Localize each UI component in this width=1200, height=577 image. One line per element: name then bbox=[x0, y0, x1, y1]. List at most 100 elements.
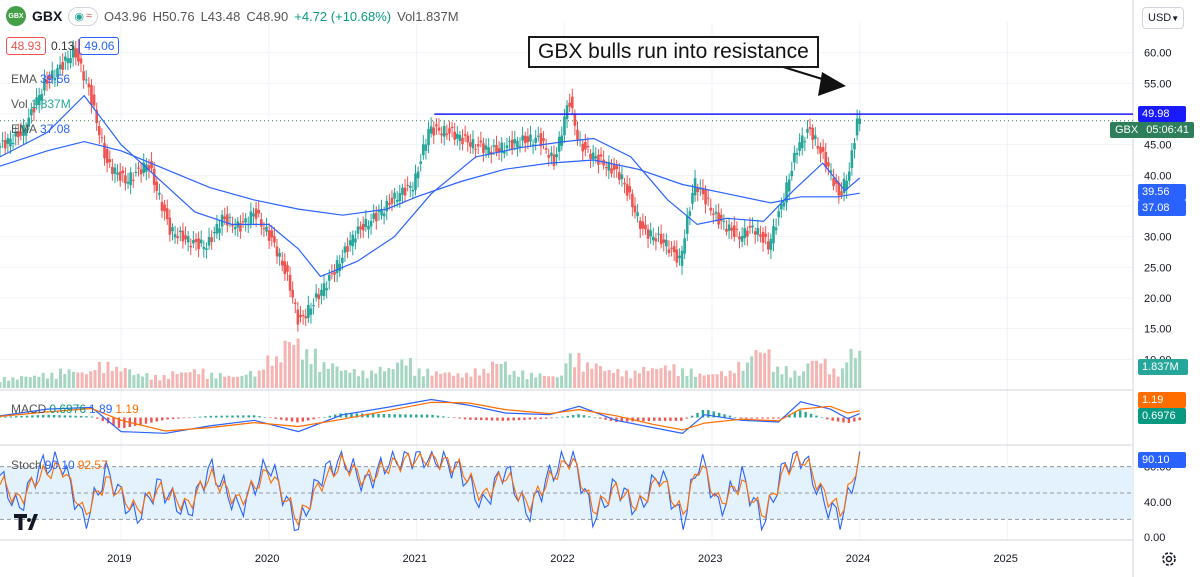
time-tick-label: 2023 bbox=[698, 553, 722, 565]
macd-histogram-bar bbox=[620, 417, 624, 422]
macd-histogram-bar bbox=[193, 417, 196, 418]
volume-bar bbox=[322, 362, 326, 388]
macd-histogram-bar bbox=[561, 416, 564, 418]
macd-histogram-bar bbox=[79, 415, 83, 418]
volume-bar bbox=[689, 368, 693, 388]
candle-body bbox=[798, 142, 801, 151]
candle-body bbox=[623, 182, 626, 185]
candle-body bbox=[314, 293, 318, 298]
candle-body bbox=[16, 131, 20, 138]
candle-body bbox=[257, 209, 261, 214]
stoch-legend[interactable]: Stoch 90.10 92.57 bbox=[8, 458, 108, 472]
candle-body bbox=[560, 135, 564, 146]
countdown-timer: 05:06:41 bbox=[1146, 124, 1190, 136]
candle-body bbox=[30, 109, 33, 116]
candle-body bbox=[725, 228, 728, 232]
candle-body bbox=[244, 218, 247, 223]
volume-bar bbox=[465, 372, 469, 388]
candle-body bbox=[550, 152, 553, 156]
volume-bar bbox=[711, 374, 715, 388]
candle-body bbox=[309, 308, 313, 315]
candle-body bbox=[691, 192, 694, 204]
volume-bar bbox=[413, 375, 417, 388]
candle-body bbox=[108, 159, 112, 163]
candle-body bbox=[202, 246, 206, 250]
candle-body bbox=[665, 239, 668, 247]
volume-bar bbox=[214, 378, 218, 388]
candle-body bbox=[662, 239, 666, 243]
volume-bar bbox=[197, 374, 201, 388]
macd-histogram-bar bbox=[836, 417, 840, 422]
candle-body bbox=[855, 118, 859, 136]
volume-bar bbox=[326, 369, 330, 388]
candle-body bbox=[346, 246, 349, 252]
macd-histogram-bar bbox=[150, 417, 153, 423]
candle-body bbox=[56, 68, 59, 78]
volume-bar bbox=[63, 373, 67, 388]
macd-histogram-bar bbox=[804, 411, 807, 418]
macd-histogram-bar bbox=[350, 413, 353, 418]
candle-body bbox=[518, 145, 522, 147]
symbol-name[interactable]: GBX bbox=[32, 8, 63, 24]
candle-body bbox=[688, 211, 692, 216]
candle-body bbox=[296, 309, 300, 325]
macd-histogram-bar bbox=[420, 414, 423, 418]
candle-body bbox=[322, 283, 326, 296]
macd-signal-line bbox=[0, 401, 860, 432]
candle-body bbox=[304, 316, 308, 319]
candle-body bbox=[612, 164, 616, 170]
macd-histogram-bar bbox=[507, 417, 510, 421]
macd-histogram-bar bbox=[680, 417, 683, 421]
stoch-tick-label: 0.00 bbox=[1144, 532, 1165, 544]
status-pill[interactable]: ◉ ≈ bbox=[68, 6, 98, 26]
volume-bar bbox=[313, 348, 317, 388]
candle-body bbox=[772, 225, 775, 244]
macd-histogram-bar bbox=[858, 417, 861, 421]
candle-body bbox=[638, 220, 642, 229]
annotation-callout[interactable]: GBX bulls run into resistance bbox=[528, 36, 819, 68]
volume-bar bbox=[24, 376, 28, 388]
volume-bar bbox=[434, 371, 438, 388]
volume-bar bbox=[76, 372, 80, 388]
macd-legend[interactable]: MACD 0.6976 1.89 1.19 bbox=[8, 402, 139, 416]
candle-body bbox=[764, 233, 767, 237]
tradingview-logo-icon[interactable] bbox=[14, 514, 46, 535]
time-tick-label: 2020 bbox=[255, 553, 279, 565]
price-tick-label: 60.00 bbox=[1144, 48, 1172, 60]
sell-price-button[interactable]: 48.93 bbox=[6, 37, 47, 55]
macd-histogram-bar bbox=[301, 417, 304, 422]
volume-bar bbox=[516, 376, 520, 388]
ema-fast-legend[interactable]: EMA 39.56 bbox=[8, 72, 70, 86]
macd-histogram-bar bbox=[766, 417, 770, 419]
macd-line bbox=[0, 398, 860, 434]
macd-histogram-bar bbox=[371, 413, 375, 418]
macd-histogram-bar bbox=[415, 414, 418, 418]
macd-histogram-bar bbox=[615, 417, 618, 422]
candle-body bbox=[299, 314, 302, 318]
resistance-price-tag: 49.98 bbox=[1138, 106, 1186, 122]
candle-body bbox=[696, 187, 700, 193]
volume-legend[interactable]: Vol 1.837M bbox=[8, 97, 71, 111]
macd-histogram-bar bbox=[366, 413, 369, 418]
settings-gear-icon[interactable] bbox=[1160, 550, 1178, 568]
ema-slow-legend[interactable]: EMA 37.08 bbox=[8, 122, 70, 136]
volume-bar bbox=[551, 376, 555, 388]
candle-body bbox=[348, 240, 352, 246]
currency-selector[interactable]: USD ▼ bbox=[1142, 7, 1184, 29]
candle-body bbox=[497, 148, 501, 152]
volume-bar bbox=[672, 364, 676, 388]
candle-body bbox=[620, 174, 624, 180]
macd-histogram-bar bbox=[25, 415, 29, 418]
candle-body bbox=[223, 216, 227, 220]
macd-histogram-bar bbox=[296, 417, 299, 423]
candle-body bbox=[260, 219, 263, 227]
volume-bar bbox=[106, 361, 110, 388]
volume-bar bbox=[534, 377, 538, 388]
volume-bar bbox=[231, 377, 235, 388]
candle-body bbox=[116, 172, 119, 175]
macd-histogram-bar bbox=[312, 417, 315, 420]
candle-body bbox=[821, 147, 825, 152]
macd-histogram-bar bbox=[442, 416, 445, 418]
buy-price-button[interactable]: 49.06 bbox=[79, 37, 120, 55]
